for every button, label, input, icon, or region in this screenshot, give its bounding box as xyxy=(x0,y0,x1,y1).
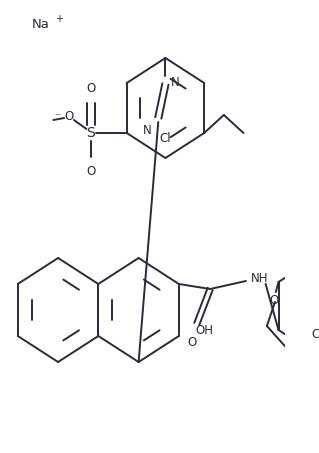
Text: O: O xyxy=(188,336,197,349)
Text: ⁻: ⁻ xyxy=(54,112,60,122)
Text: NH: NH xyxy=(250,273,268,285)
Text: +: + xyxy=(56,14,63,24)
Text: O: O xyxy=(270,294,279,307)
Text: N: N xyxy=(171,76,180,88)
Text: Cl: Cl xyxy=(160,132,171,145)
Text: O: O xyxy=(86,165,96,178)
Text: O: O xyxy=(86,82,96,95)
Text: OH: OH xyxy=(195,324,213,337)
Text: Na: Na xyxy=(31,18,49,31)
Text: S: S xyxy=(86,126,95,140)
Text: O: O xyxy=(65,111,74,124)
Text: N: N xyxy=(142,124,151,137)
Text: Cl: Cl xyxy=(312,328,319,341)
